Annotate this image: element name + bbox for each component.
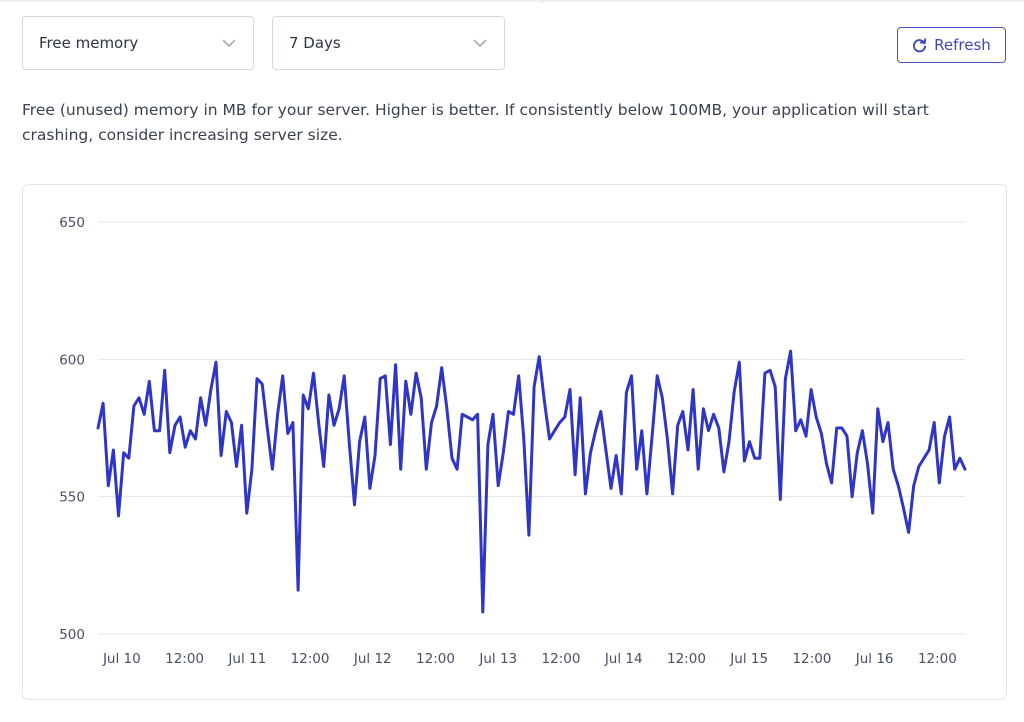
- x-tick-label: 12:00: [291, 651, 330, 667]
- memory-line-chart: 500 550 600 650 Jul 10 12:00 Jul 11 12:00 Jul 12…: [59, 215, 967, 667]
- refresh-button[interactable]: Refresh: [897, 27, 1006, 63]
- x-tick-label: Jul 13: [478, 651, 517, 667]
- top-divider-tick: [542, 0, 543, 3]
- x-tick-label: 12:00: [165, 651, 204, 667]
- x-tick-label: Jul 10: [102, 651, 141, 667]
- x-tick-label: 12:00: [416, 651, 455, 667]
- x-tick-label: 12:00: [792, 651, 831, 667]
- x-tick-label: Jul 12: [353, 651, 392, 667]
- x-tick-label: Jul 15: [729, 651, 768, 667]
- x-tick-label: Jul 16: [855, 651, 894, 667]
- y-tick-label: 600: [59, 352, 85, 368]
- top-divider: [0, 0, 1024, 2]
- y-tick-label: 500: [59, 627, 85, 643]
- series-line: [96, 349, 967, 614]
- chevron-down-icon: [472, 35, 488, 51]
- metric-select[interactable]: Free memory: [22, 16, 254, 70]
- chart-card: 500 550 600 650 Jul 10 12:00 Jul 11 12:00 Jul 12…: [22, 184, 1007, 700]
- refresh-label: Refresh: [934, 36, 991, 54]
- refresh-icon: [912, 37, 927, 53]
- metric-description: Free (unused) memory in MB for your serv…: [22, 101, 929, 144]
- y-tick-label: 650: [59, 215, 85, 231]
- y-tick-label: 550: [59, 490, 85, 506]
- time-range-select[interactable]: 7 Days: [272, 16, 505, 70]
- x-tick-label: 12:00: [542, 651, 581, 667]
- time-range-select-value: 7 Days: [289, 34, 341, 52]
- x-tick-label: 12:00: [667, 651, 706, 667]
- x-tick-label: Jul 11: [227, 651, 266, 667]
- x-tick-label: Jul 14: [604, 651, 643, 667]
- metric-select-value: Free memory: [39, 34, 139, 52]
- x-tick-label: 12:00: [918, 651, 957, 667]
- chevron-down-icon: [221, 35, 237, 51]
